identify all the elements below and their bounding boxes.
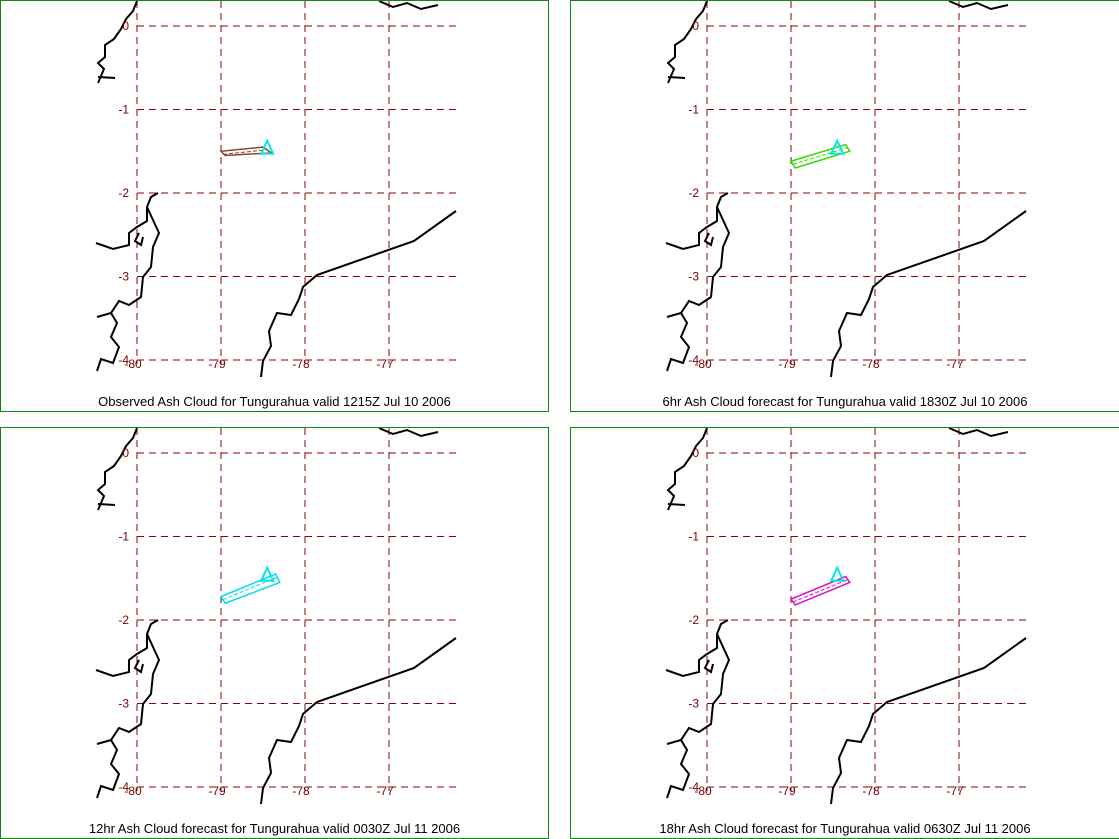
coastline <box>260 637 457 805</box>
map-panel-18hr: 0 -1 -2 -3 -4 -80 -79 -78 -77 18hr Ash Cloud for… <box>570 427 1119 839</box>
map-panel-12hr: 0 -1 -2 -3 -4 -80 -79 -78 -77 12hr Ash Cloud for… <box>0 427 549 839</box>
longitude-label: -77 <box>376 784 394 798</box>
latitude-label: -1 <box>118 103 129 117</box>
latitude-label: -2 <box>118 613 129 627</box>
latitude-label: -1 <box>118 530 129 544</box>
latitude-label: -4 <box>688 353 699 367</box>
longitude-label: -79 <box>208 784 226 798</box>
coastline <box>378 428 439 438</box>
longitude-label: -77 <box>376 357 394 371</box>
map-canvas: 0 -1 -2 -3 -4-80 -79 -78 -77 <box>95 1 457 378</box>
ash-cloud-outline <box>219 573 281 605</box>
latitude-label: -4 <box>688 780 699 794</box>
latitude-label: -4 <box>118 780 129 794</box>
coastline <box>378 1 439 11</box>
coastline <box>666 312 691 372</box>
coastline <box>260 210 457 378</box>
coastline <box>96 1 138 84</box>
longitude-label: -78 <box>292 357 310 371</box>
latitude-label: -3 <box>118 697 129 711</box>
longitude-label: -78 <box>862 784 880 798</box>
map-canvas: 0 -1 -2 -3 -4-80 -79 -78 -77 <box>665 1 1027 378</box>
panel-caption: Observed Ash Cloud for Tungurahua valid … <box>98 394 451 409</box>
coastline <box>666 739 691 799</box>
latitude-label: -3 <box>688 697 699 711</box>
coastline <box>97 76 116 79</box>
panel-caption: 6hr Ash Cloud forecast for Tungurahua va… <box>662 394 1028 409</box>
longitude-label: -79 <box>778 357 796 371</box>
coastline <box>667 76 686 79</box>
coastline <box>703 232 714 247</box>
map-canvas: 0 -1 -2 -3 -4-80 -79 -78 -77 <box>95 428 457 805</box>
volcano-marker-icon <box>259 138 275 155</box>
volcano-marker-icon <box>829 565 845 582</box>
latitude-label: -2 <box>688 613 699 627</box>
longitude-label: -78 <box>292 784 310 798</box>
latitude-label: 0 <box>122 19 129 33</box>
latitude-label: -3 <box>118 270 129 284</box>
coastline <box>703 659 714 674</box>
coastline <box>830 210 1027 378</box>
coastline <box>666 1 708 84</box>
longitude-label: -79 <box>208 357 226 371</box>
map-canvas: 0 -1 -2 -3 -4-80 -79 -78 -77 <box>665 428 1027 805</box>
latitude-label: -2 <box>118 186 129 200</box>
coastline <box>96 739 121 799</box>
coastline <box>830 637 1027 805</box>
latitude-label: -1 <box>688 103 699 117</box>
coastline <box>133 232 144 247</box>
longitude-label: -77 <box>946 357 964 371</box>
ash-cloud-inner-outline <box>222 149 266 155</box>
coastline <box>96 428 138 511</box>
latitude-label: 0 <box>692 19 699 33</box>
coastline <box>666 428 708 511</box>
volcano-marker-icon <box>829 138 845 155</box>
coastline <box>665 192 729 251</box>
longitude-label: -77 <box>946 784 964 798</box>
latitude-label: 0 <box>122 446 129 460</box>
longitude-label: -80 <box>124 784 142 798</box>
coastline <box>96 312 121 372</box>
longitude-label: -79 <box>778 784 796 798</box>
ash-cloud-inner-outline <box>792 147 848 165</box>
coastline <box>133 659 144 674</box>
longitude-label: -78 <box>862 357 880 371</box>
coastline <box>97 503 116 506</box>
ash-cloud-outline <box>789 143 851 169</box>
panel-caption: 18hr Ash Cloud forecast for Tungurahua v… <box>659 821 1031 836</box>
latitude-label: -4 <box>118 353 129 367</box>
coastline <box>667 503 686 506</box>
latitude-label: 0 <box>692 446 699 460</box>
longitude-label: -80 <box>694 784 712 798</box>
map-panel-observed: 0 -1 -2 -3 -4 -80 -79 -78 -77 Observed Ash Cloud… <box>0 0 549 412</box>
coastline <box>96 633 161 745</box>
latitude-label: -2 <box>688 186 699 200</box>
longitude-label: -80 <box>124 357 142 371</box>
coastline <box>948 428 1009 438</box>
latitude-label: -1 <box>688 530 699 544</box>
coastline <box>666 633 731 745</box>
latitude-label: -3 <box>688 270 699 284</box>
coastline <box>666 206 731 318</box>
volcano-marker-icon <box>259 565 275 582</box>
coastline <box>96 206 161 318</box>
coastline <box>95 619 159 678</box>
ash-cloud-inner-outline <box>792 579 848 603</box>
coastline <box>948 1 1009 11</box>
longitude-label: -80 <box>694 357 712 371</box>
panel-caption: 12hr Ash Cloud forecast for Tungurahua v… <box>88 821 461 836</box>
coastline <box>95 192 159 251</box>
ash-cloud-outline <box>789 575 851 606</box>
coastline <box>665 619 729 678</box>
map-panel-6hr: 0 -1 -2 -3 -4 -80 -79 -78 -77 6hr Ash Cloud fore… <box>570 0 1119 412</box>
